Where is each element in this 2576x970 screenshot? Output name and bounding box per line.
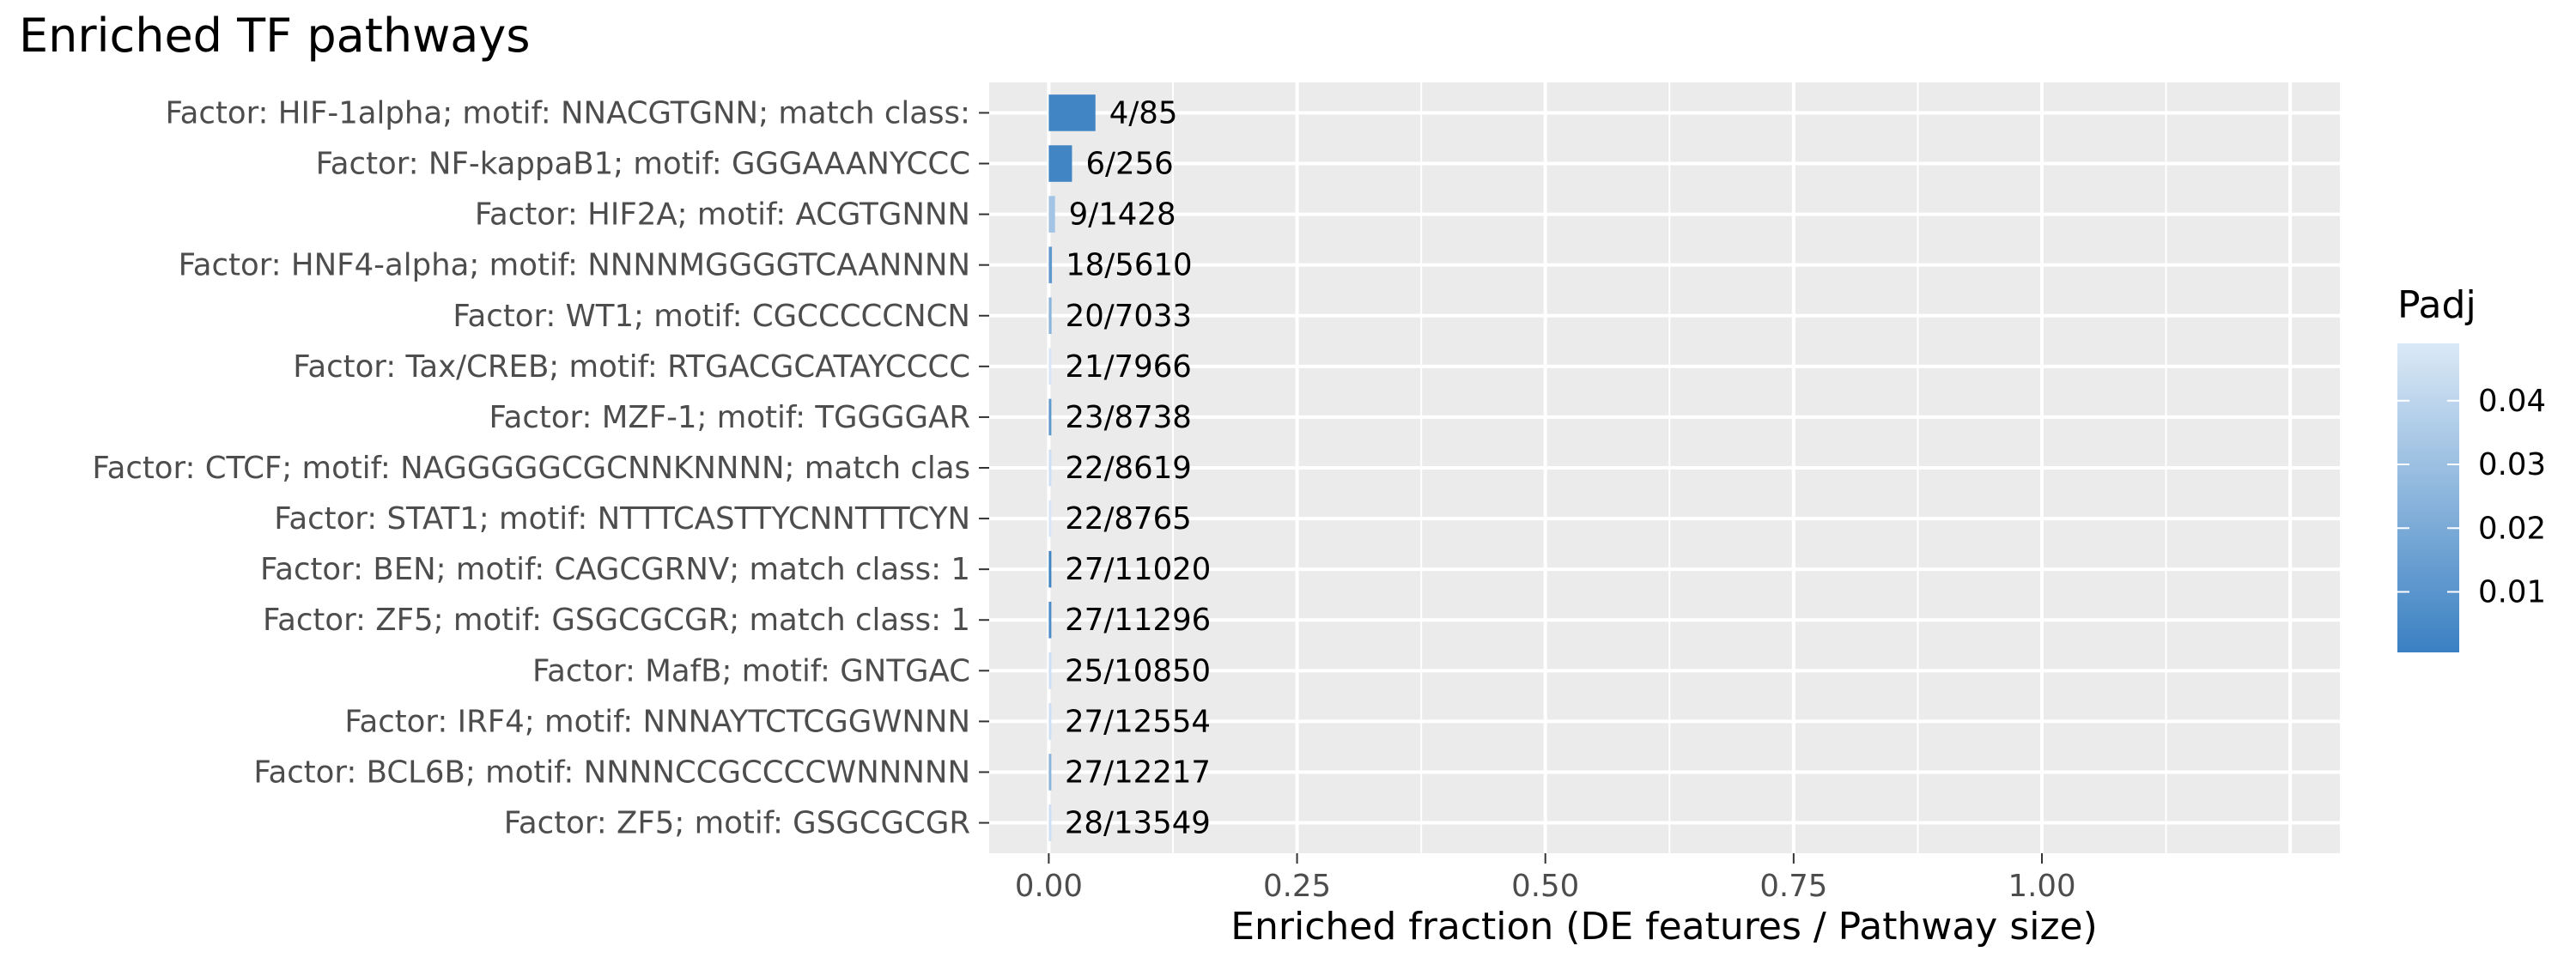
bar: [1048, 246, 1053, 283]
y-tick-label: Factor: MafB; motif: GNTGAC: [532, 653, 970, 688]
x-tick-label: 1.00: [2008, 869, 2075, 904]
data-label: 22/8619: [1065, 451, 1191, 486]
bars: [1048, 94, 1096, 841]
y-tick-label: Factor: HNF4-alpha; motif: NNNNMGGGGTCAA…: [179, 248, 970, 283]
legend: Padj 0.01 0.02 0.03 0.04: [2397, 283, 2546, 652]
bar: [1048, 449, 1052, 487]
y-tick-label: Factor: IRF4; motif: NNNAYTCTCGGWNNN: [344, 704, 970, 739]
x-tick-label: 0.50: [1511, 869, 1579, 904]
data-label: 18/5610: [1066, 248, 1192, 283]
bar: [1048, 804, 1052, 841]
data-label: 4/85: [1109, 95, 1178, 130]
data-label: 22/8765: [1065, 501, 1191, 537]
legend-tick-label: 0.02: [2478, 511, 2546, 546]
bar: [1048, 754, 1052, 791]
x-tick-label: 0.25: [1263, 869, 1331, 904]
bar: [1048, 550, 1052, 588]
bar: [1048, 601, 1052, 639]
legend-tick-label: 0.04: [2478, 384, 2546, 419]
data-labels: 4/85 6/256 9/1428 18/5610 20/7033 21/7966 23/8…: [1065, 95, 1212, 840]
bar: [1048, 652, 1052, 689]
legend-colorbar: [2397, 343, 2459, 652]
y-tick-label: Factor: BEN; motif: CAGCGRNV; match clas…: [260, 552, 970, 587]
bar: [1048, 398, 1052, 436]
data-label: 6/256: [1085, 147, 1173, 182]
x-axis-ticks: 0.00 0.25 0.50 0.75 1.00: [1015, 853, 2076, 904]
legend-tick-label: 0.01: [2478, 574, 2546, 609]
y-tick-label: Factor: STAT1; motif: NTTTCASTTYCNNTTTCY…: [274, 501, 970, 537]
bar: [1048, 500, 1052, 537]
data-label: 23/8738: [1065, 400, 1191, 435]
data-label: 20/7033: [1066, 299, 1192, 334]
y-tick-label: Factor: CTCF; motif: NAGGGGGCGCNNKNNNN; …: [92, 451, 970, 486]
data-label: 27/11296: [1065, 603, 1211, 638]
y-tick-label: Factor: WT1; motif: CGCCCCCNCN: [453, 299, 970, 334]
x-axis-title: Enriched fraction (DE features / Pathway…: [1230, 905, 2098, 949]
data-label: 25/10850: [1065, 653, 1211, 688]
bar: [1048, 703, 1052, 740]
bar: [1048, 94, 1096, 131]
y-tick-label: Factor: HIF-1alpha; motif: NNACGTGNN; ma…: [166, 95, 970, 130]
data-label: 27/12217: [1065, 755, 1211, 790]
x-tick-label: 0.00: [1015, 869, 1083, 904]
data-label: 21/7966: [1065, 349, 1191, 385]
bar: [1048, 196, 1055, 233]
y-axis-labels: Factor: HIF-1alpha; motif: NNACGTGNN; ma…: [92, 95, 989, 841]
y-tick-label: Factor: BCL6B; motif: NNNNCCGCCCCWNNNNN: [253, 755, 970, 790]
y-tick-label: Factor: NF-kappaB1; motif: GGGAAANYCCC: [316, 147, 970, 182]
y-tick-label: Factor: HIF2A; motif: ACGTGNNN: [475, 197, 970, 233]
chart-title: Enriched TF pathways: [19, 9, 530, 63]
y-tick-label: Factor: MZF-1; motif: TGGGGAR: [489, 400, 970, 435]
y-tick-label: Factor: Tax/CREB; motif: RTGACGCATAYCCCC: [293, 349, 970, 385]
legend-ticks: 0.01 0.02 0.03 0.04: [2397, 384, 2546, 609]
legend-title: Padj: [2397, 283, 2476, 327]
bar: [1048, 145, 1072, 182]
grid-lines: [989, 82, 2340, 853]
y-tick-label: Factor: ZF5; motif: GSGCGCGR: [504, 806, 970, 841]
x-tick-label: 0.75: [1759, 869, 1827, 904]
y-tick-label: Factor: ZF5; motif: GSGCGCGR; match clas…: [263, 603, 970, 638]
data-label: 9/1428: [1069, 197, 1176, 233]
bar: [1048, 297, 1052, 335]
data-label: 27/12554: [1065, 704, 1211, 739]
bar: [1048, 348, 1052, 385]
data-label: 28/13549: [1065, 806, 1211, 841]
data-label: 27/11020: [1065, 552, 1211, 587]
legend-tick-label: 0.03: [2478, 447, 2546, 482]
